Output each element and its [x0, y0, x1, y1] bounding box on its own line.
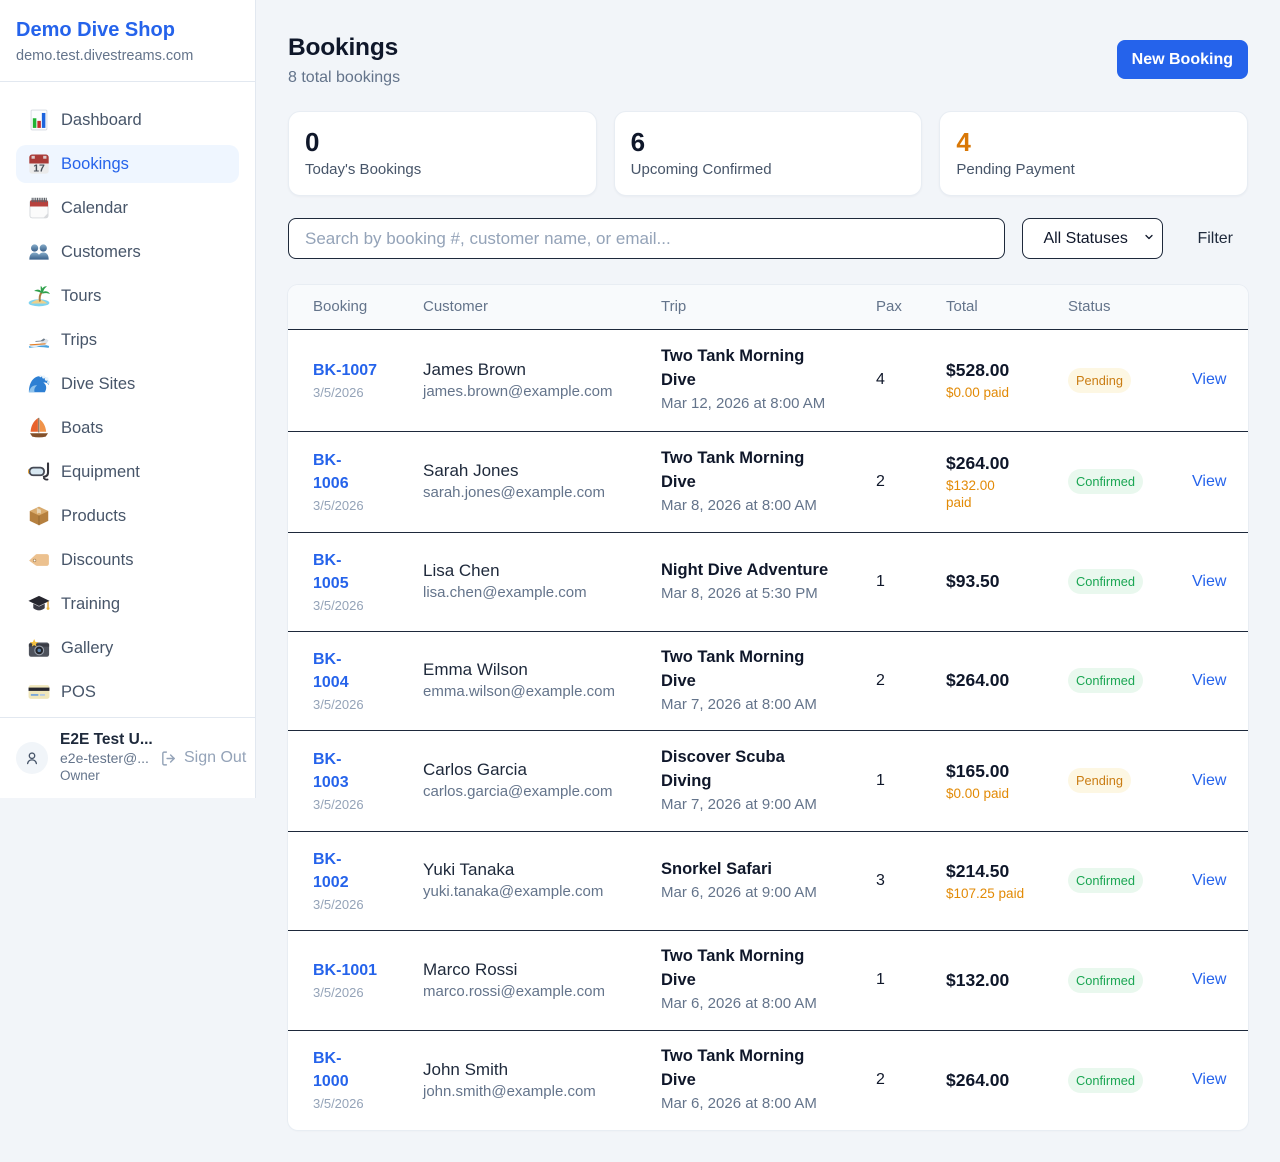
svg-text:17: 17 [33, 163, 45, 174]
